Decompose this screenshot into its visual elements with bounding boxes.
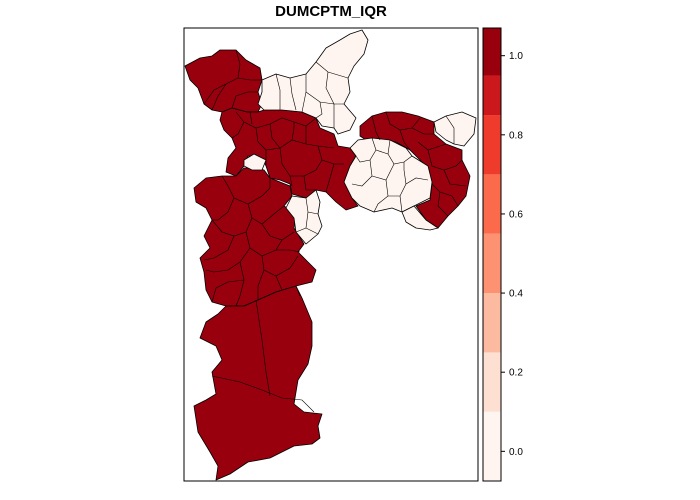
regions-value-0: [243, 29, 477, 245]
region-center-light: [285, 189, 323, 245]
region-north-light: [257, 29, 369, 135]
regions-value-1: [184, 49, 471, 481]
region-south: [193, 285, 323, 481]
legend-tick-label: 1.0: [509, 51, 523, 62]
legend-frame: [482, 27, 502, 482]
region-small-light: [243, 153, 267, 171]
region-far-east-light: [433, 111, 477, 147]
legend-tick-label: 0.0: [509, 447, 523, 458]
region-east-tail-light: [401, 205, 439, 231]
legend-tick-label: 0.4: [509, 289, 523, 300]
legend-bin-6: [483, 75, 501, 116]
legend-colorbar: 0.0 0.2 0.4 0.6 0.8 1.0: [482, 27, 523, 482]
region-northwest: [184, 49, 263, 113]
legend-tick-label: 0.2: [509, 368, 523, 379]
legend-bin-1: [483, 352, 501, 412]
legend-bin-2: [483, 293, 501, 353]
legend-bin-3: [483, 233, 501, 294]
map-frame: [183, 27, 479, 482]
legend-bin-0: [483, 411, 501, 481]
legend-bin-4: [483, 174, 501, 234]
legend-tick-label: 0.6: [509, 209, 523, 220]
legend-bin-7: [483, 28, 501, 76]
map-title: DUMCPTM_IQR: [275, 3, 387, 20]
district-boundaries: [203, 49, 467, 413]
legend-bin-5: [483, 115, 501, 175]
legend-tick-label: 0.8: [509, 130, 523, 141]
